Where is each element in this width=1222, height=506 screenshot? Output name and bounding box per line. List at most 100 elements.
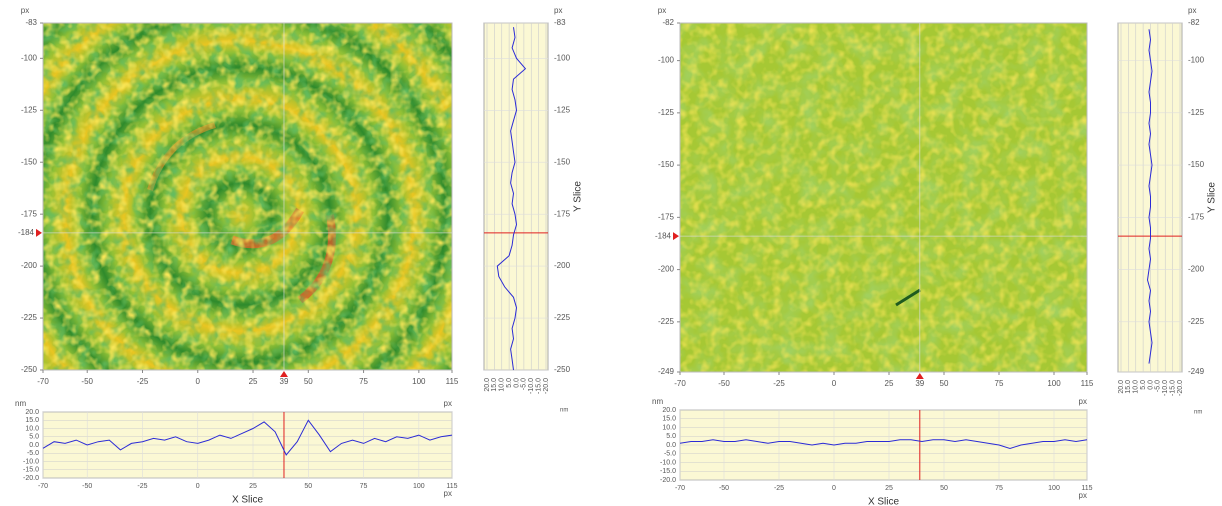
cursor-marker-y <box>36 228 42 237</box>
y-tick-label: -5.0 <box>27 450 39 457</box>
y-tick-label: -175 <box>658 212 675 221</box>
x-tick-label: -20.0 <box>1177 380 1184 396</box>
x-tick-label: 0 <box>832 379 837 388</box>
x-tick-label: 10.0 <box>499 378 506 392</box>
x-unit: px <box>444 489 452 498</box>
x-tick-label: 115 <box>446 483 457 490</box>
y-tick-label: 0.0 <box>666 442 676 449</box>
x-tick-label: 50 <box>304 377 313 386</box>
cursor-y-label: -184 <box>655 231 672 240</box>
x-tick-label: -70 <box>674 379 686 388</box>
y-tick-label: -10.0 <box>660 459 676 466</box>
y-tick-label: -150 <box>21 157 38 166</box>
x-tick-label: 75 <box>359 377 368 386</box>
y-tick-label: -250 <box>21 365 38 374</box>
x-tick-label: 0.0 <box>513 378 520 388</box>
y-tick-label: -125 <box>21 105 38 114</box>
x-tick-label: -15.0 <box>1169 380 1176 396</box>
x-tick-label: -70 <box>37 377 49 386</box>
x-tick-label: 50 <box>940 379 949 388</box>
y-tick-label: -100 <box>1188 56 1205 65</box>
image-frame <box>679 22 1088 373</box>
x-tick-label: 50 <box>940 485 948 492</box>
y-tick-label: -83 <box>25 18 37 27</box>
x-tick-label: 25 <box>249 483 257 490</box>
x-tick-label: -25 <box>137 377 149 386</box>
image-frame <box>42 22 453 371</box>
y-tick-label: -200 <box>554 261 571 270</box>
x-tick-label: 115 <box>1081 379 1094 388</box>
y-tick-label: 10.0 <box>662 424 676 431</box>
y-tick-label: 15.0 <box>25 417 39 424</box>
x-tick-label: 115 <box>1081 485 1092 492</box>
y-tick-label: -125 <box>1188 108 1205 117</box>
x-tick-label: -70 <box>675 485 685 492</box>
y-tick-label: -100 <box>21 53 38 62</box>
y-tick-label: -200 <box>21 261 38 270</box>
x-tick-label: 0 <box>196 483 200 490</box>
y-tick-label: -249 <box>658 367 675 376</box>
x-tick-label: 5.0 <box>506 378 513 388</box>
heatmap-left <box>43 23 452 370</box>
y-tick-label: -175 <box>21 209 38 218</box>
y-tick-label: 20.0 <box>25 409 39 416</box>
y-tick-label: -225 <box>1188 317 1205 326</box>
x-tick-label: 25 <box>885 379 894 388</box>
cursor-y-label: -184 <box>18 228 35 237</box>
y-unit: nm <box>652 397 663 406</box>
x-tick-label: -5.0 <box>1155 380 1162 392</box>
x-tick-label: -50 <box>718 379 730 388</box>
x-tick-label: 0.0 <box>1147 380 1154 390</box>
cursor-marker-x <box>279 371 288 377</box>
x-tick-label: -10.0 <box>1162 380 1169 396</box>
x-tick-label: 75 <box>360 483 368 490</box>
y-unit: nm <box>15 399 26 408</box>
x-slice-title: X Slice <box>232 495 264 506</box>
y-tick-label: -20.0 <box>23 475 39 482</box>
y-tick-label: -225 <box>21 313 38 322</box>
y-tick-label: -15.0 <box>23 467 39 474</box>
x-tick-label: 0 <box>196 377 201 386</box>
y-tick-label: -83 <box>554 18 566 27</box>
x-slice-title: X Slice <box>868 497 900 506</box>
y-tick-label: 5.0 <box>666 433 676 440</box>
y-tick-label: -225 <box>554 313 571 322</box>
x-unit: px <box>1079 491 1087 500</box>
y-tick-label: -15.0 <box>660 468 676 475</box>
y-tick-label: 15.0 <box>662 416 676 423</box>
x-tick-label: 0 <box>832 485 836 492</box>
x-tick-label: 5.0 <box>1140 380 1147 390</box>
x-tick-label: -5.0 <box>521 378 528 390</box>
x-tick-label: 75 <box>995 379 1004 388</box>
profile-line <box>42 419 453 456</box>
profile-line <box>679 439 1088 450</box>
y-tick-label: -5.0 <box>664 451 676 458</box>
y-tick-label: -175 <box>1188 212 1205 221</box>
y-tick-label: -125 <box>658 108 675 117</box>
x-unit: nm <box>560 408 568 414</box>
y-tick-label: -225 <box>658 317 675 326</box>
x-tick-label: 115 <box>446 377 459 386</box>
y-tick-label: -200 <box>1188 265 1205 274</box>
y-tick-label: 0.0 <box>29 442 39 449</box>
x-tick-label: 100 <box>412 377 426 386</box>
y-tick-label: -150 <box>554 157 571 166</box>
x-tick-label: -50 <box>81 377 93 386</box>
y-tick-label: -100 <box>554 53 571 62</box>
x-tick-label: 100 <box>1047 379 1061 388</box>
x-tick-label: -10.0 <box>528 378 535 394</box>
y-tick-label: -82 <box>1188 18 1200 27</box>
y-tick-label: -100 <box>658 56 675 65</box>
x-tick-label: -50 <box>719 485 729 492</box>
x-tick-label: 100 <box>1048 485 1060 492</box>
y-tick-label: -82 <box>662 18 674 27</box>
x-tick-label: -20.0 <box>543 378 550 394</box>
y-tick-label: 5.0 <box>29 434 39 441</box>
x-tick-label: 20.0 <box>1118 380 1125 394</box>
x-unit: px <box>1079 397 1087 406</box>
profile-line <box>1146 29 1153 364</box>
y-tick-label: 10.0 <box>25 425 39 432</box>
cursor-marker-y <box>673 232 679 241</box>
x-tick-label: 15.0 <box>491 378 498 392</box>
